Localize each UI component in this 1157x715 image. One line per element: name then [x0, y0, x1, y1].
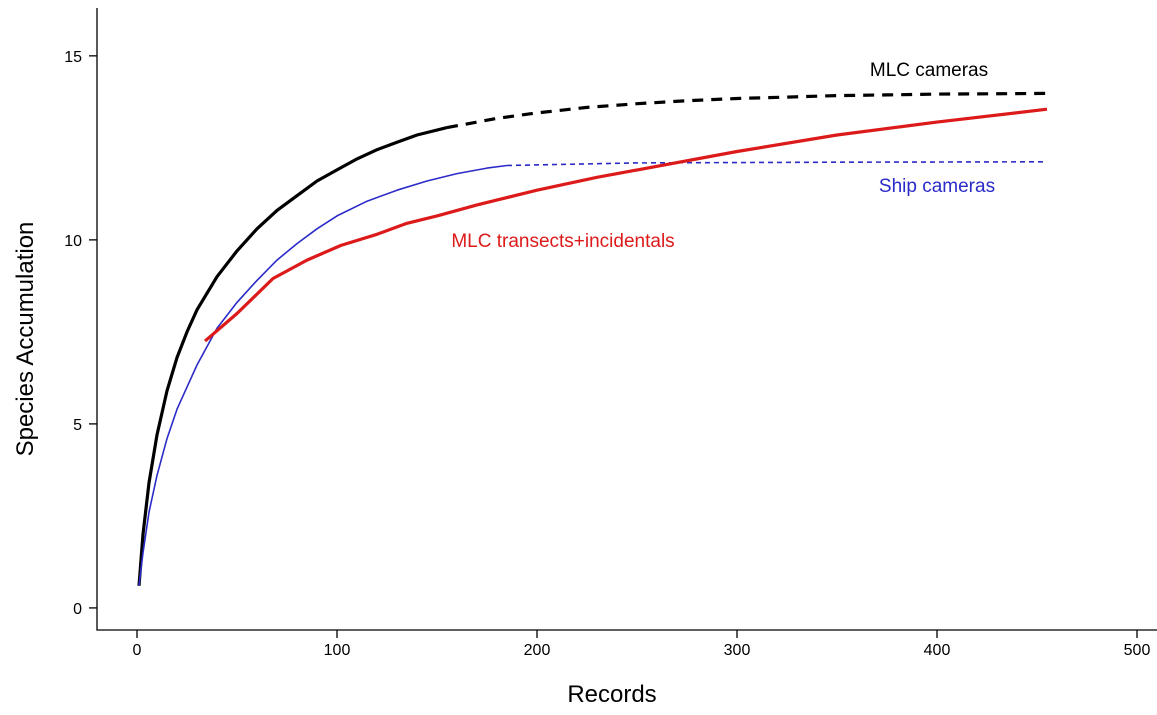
series-label: MLC transects+incidentals — [451, 231, 674, 252]
y-tick-label: 0 — [73, 601, 82, 618]
x-tick-label: 100 — [324, 642, 351, 659]
series-label: MLC cameras — [870, 60, 988, 81]
series-annotations: MLC cameras Ship cameras MLC transects+inc… — [451, 60, 995, 252]
y-axis-line — [96, 8, 1157, 631]
x-tick-label: 0 — [133, 642, 142, 659]
x-tick-label: 300 — [724, 642, 751, 659]
x-tick-label: 400 — [924, 642, 951, 659]
axes — [96, 8, 1157, 631]
x-tick-label: 500 — [1124, 642, 1151, 659]
series-ship-cameras — [138, 161, 1048, 586]
series-line-dashed — [506, 161, 1048, 167]
y-axis-title: Species Accumulation — [12, 222, 39, 457]
series-line-solid — [137, 126, 448, 586]
y-tick-label: 15 — [64, 49, 82, 66]
y-tick-label: 5 — [73, 417, 82, 434]
y-tick-label: 10 — [64, 233, 82, 250]
series-label: Ship cameras — [879, 176, 995, 197]
x-axis-ticks: 0 100 200 300 400 500 — [133, 630, 1151, 659]
series-line-solid — [138, 164, 508, 586]
x-tick-label: 200 — [524, 642, 551, 659]
series-mlc-transects-incidentals — [203, 107, 1048, 343]
y-axis-ticks: 0 5 10 15 — [64, 49, 97, 618]
plot-area — [137, 91, 1048, 586]
series-line-solid — [203, 107, 1048, 343]
x-axis-title: Records — [567, 681, 656, 708]
series-mlc-cameras — [137, 91, 1048, 586]
series-line-dashed — [446, 91, 1048, 130]
